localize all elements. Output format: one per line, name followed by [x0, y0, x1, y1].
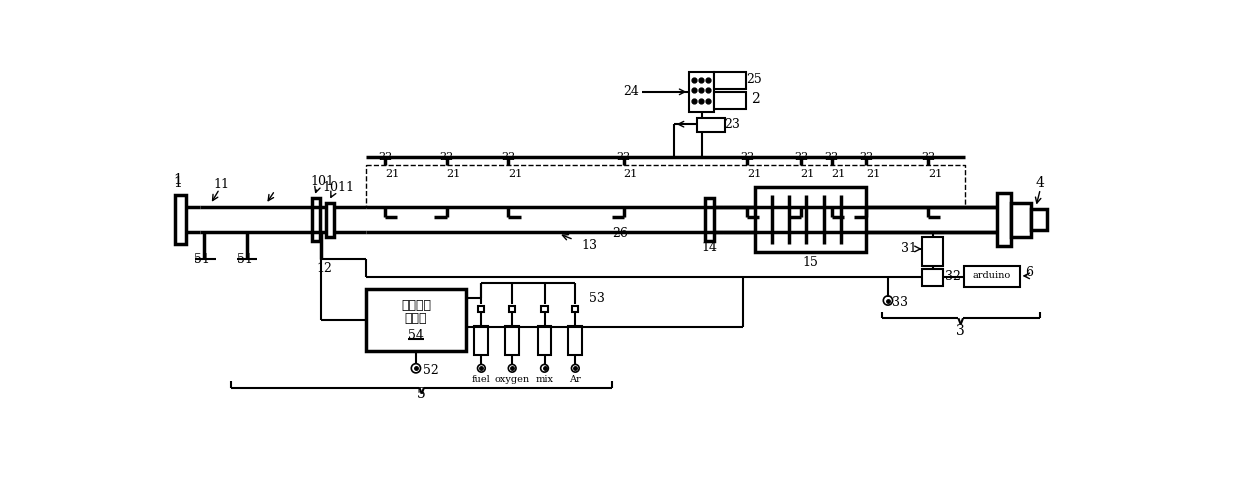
Bar [997, 194, 1011, 246]
Bar [506, 326, 519, 355]
Bar [572, 306, 579, 312]
Text: 21: 21 [928, 169, 942, 179]
Text: 101: 101 [310, 175, 335, 188]
Bar [1011, 203, 1031, 237]
Text: 21: 21 [866, 169, 881, 179]
Bar [1031, 209, 1047, 230]
Bar [569, 326, 582, 355]
Text: 13: 13 [581, 240, 597, 252]
Bar [478, 306, 484, 312]
Text: 14: 14 [701, 241, 717, 254]
Bar [964, 266, 1020, 287]
Text: 1: 1 [173, 176, 182, 190]
Text: 24: 24 [623, 85, 639, 99]
Text: 22: 22 [921, 152, 935, 162]
Text: 54: 54 [408, 328, 424, 341]
Bar [705, 198, 714, 241]
Bar [714, 72, 746, 89]
Text: 21: 21 [508, 169, 523, 179]
Text: 5: 5 [418, 387, 426, 401]
Text: 15: 15 [802, 256, 818, 270]
Text: 22: 22 [825, 152, 839, 162]
Bar [541, 306, 548, 312]
Bar [922, 237, 943, 266]
Text: 21: 21 [831, 169, 846, 179]
Bar [714, 92, 746, 109]
Bar [922, 269, 943, 286]
Text: 气体混合: 气体混合 [401, 299, 431, 313]
Text: 22: 22 [794, 152, 808, 162]
Text: 23: 23 [725, 118, 741, 131]
Bar [175, 195, 186, 244]
Text: 22: 22 [502, 152, 515, 162]
Text: 1011: 1011 [322, 181, 354, 194]
Text: 52: 52 [424, 364, 439, 377]
Text: arduino: arduino [973, 271, 1011, 280]
Text: 12: 12 [316, 262, 332, 275]
Text: 21: 21 [446, 169, 461, 179]
Text: 25: 25 [746, 73, 762, 86]
Text: mix: mix [535, 375, 554, 384]
Bar [689, 72, 714, 112]
Text: 1: 1 [173, 172, 182, 186]
Bar [509, 306, 515, 312]
Text: 22: 22 [378, 152, 393, 162]
Text: 53: 53 [589, 292, 605, 305]
Text: 51: 51 [195, 253, 209, 266]
Text: 21: 21 [623, 169, 638, 179]
Text: 2: 2 [751, 92, 760, 106]
Text: 6: 6 [1026, 266, 1033, 279]
Bar [538, 326, 551, 355]
Text: 22: 22 [740, 152, 755, 162]
Text: 3: 3 [957, 324, 965, 338]
Text: 32: 32 [944, 270, 960, 283]
Text: Ar: Ar [570, 375, 581, 384]
Bar [698, 118, 725, 132]
Text: 22: 22 [440, 152, 453, 162]
Bar [312, 198, 321, 241]
Text: oxygen: oxygen [494, 375, 530, 384]
Text: 26: 26 [612, 227, 628, 240]
Text: 22: 22 [860, 152, 873, 162]
Text: 21: 21 [747, 169, 761, 179]
Text: 33: 33 [892, 296, 908, 309]
Text: 21: 21 [385, 169, 399, 179]
Text: 控制器: 控制器 [405, 312, 427, 325]
Text: fuel: fuel [472, 375, 491, 384]
Text: 31: 31 [902, 242, 918, 256]
Text: 21: 21 [800, 169, 815, 179]
Bar [326, 203, 333, 237]
Bar [366, 289, 466, 351]
Bar [755, 187, 866, 252]
Bar [475, 326, 488, 355]
Text: 51: 51 [237, 253, 253, 266]
Text: 4: 4 [1036, 176, 1044, 190]
Text: 22: 22 [617, 152, 631, 162]
Text: 11: 11 [213, 178, 229, 191]
